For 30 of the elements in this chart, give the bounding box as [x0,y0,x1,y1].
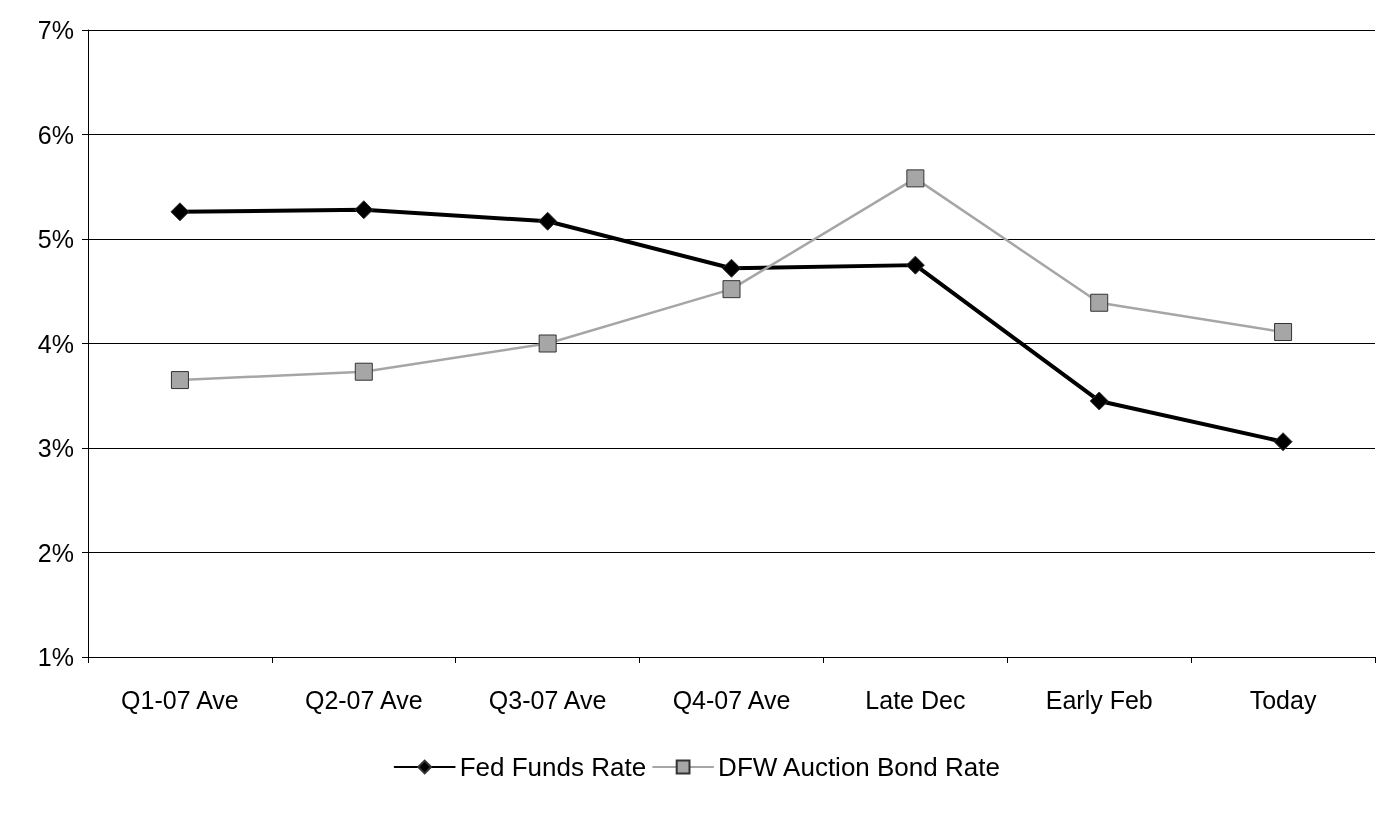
legend-label: Fed Funds Rate [459,752,647,782]
x-tick-label: Q2-07 Ave [304,685,423,714]
y-tick-label: 7% [37,16,74,44]
point [906,169,925,188]
y-tick-label: 3% [37,434,74,462]
point [170,371,189,390]
point [905,255,925,275]
legend-label: DFW Auction Bond Rate [718,752,1000,782]
point [1274,323,1293,342]
point [1273,432,1293,452]
x-tick-label: Late Dec [865,685,966,714]
point [1089,391,1109,411]
x-tick-label: Q1-07 Ave [121,685,239,714]
x-tick-label: Q3-07 Ave [488,685,607,714]
x-tick-label: Q4-07 Ave [672,685,791,714]
point [538,211,558,231]
point [1090,293,1109,312]
y-tick-label: 1% [37,643,74,671]
point [538,334,557,353]
x-tick-label: Early Feb [1045,685,1153,714]
y-tick-label: 2% [37,538,74,567]
y-tick-label: 5% [37,225,74,253]
point [722,280,741,299]
point [722,258,741,278]
x-tick-label: Today [1249,685,1317,714]
point [354,200,374,220]
y-tick-label: 4% [37,329,74,358]
point [354,362,373,381]
point [170,202,190,222]
y-tick-label: 6% [37,120,74,149]
